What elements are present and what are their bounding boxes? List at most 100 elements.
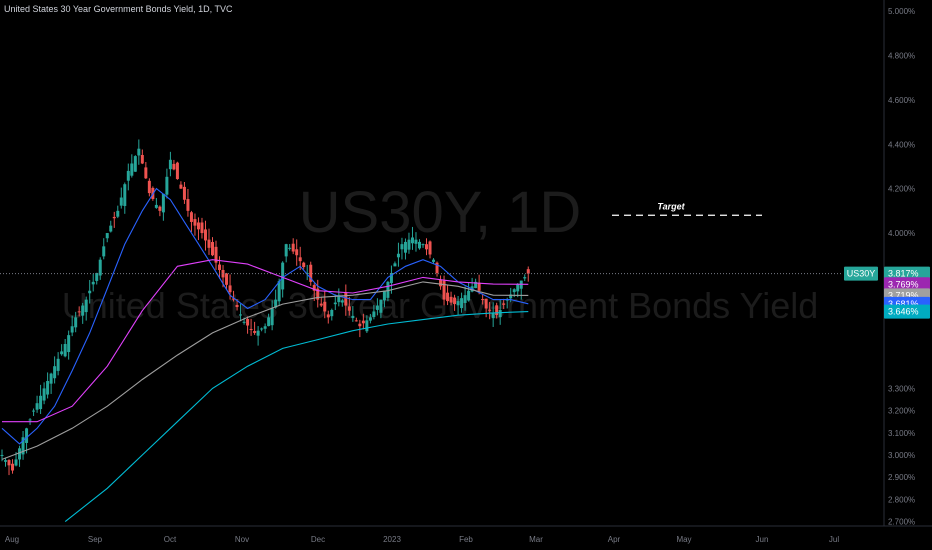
candle-body [481, 299, 485, 301]
price-tag-value: 3.681% [888, 299, 919, 309]
candle-body [137, 148, 141, 156]
candle-body [193, 219, 197, 226]
candle-body [375, 305, 379, 310]
candle-body [417, 241, 421, 249]
candle-body [361, 320, 365, 324]
candle-body [256, 330, 260, 336]
candle-body [428, 241, 432, 255]
candle-body [312, 285, 316, 291]
candle-body [291, 243, 295, 252]
candle-body [242, 321, 246, 323]
candle-body [284, 244, 288, 257]
candle-body [109, 225, 113, 232]
candle-body [432, 259, 436, 262]
time-tick-label: Mar [529, 535, 543, 544]
candle-body [165, 176, 169, 195]
candle-body [467, 290, 471, 301]
price-axis[interactable]: 5.000% 4.800% 4.600% 4.400% 4.200% 4.000% 3.30… [883, 0, 915, 527]
candle-body [63, 344, 67, 357]
time-tick-label: May [676, 535, 691, 544]
candle-body [235, 304, 239, 308]
candle-body [386, 281, 390, 298]
candle-body [42, 388, 46, 401]
time-tick-label: Feb [459, 535, 473, 544]
price-tags-layer: US30Y3.817%22:25:593.769%3.719%3.681%3.6… [844, 266, 930, 319]
candle-body [147, 180, 151, 194]
candle-body [253, 331, 257, 333]
candle-body [442, 280, 446, 300]
candle-body [502, 303, 506, 305]
price-tick-label: 2.700% [888, 518, 915, 527]
candle-body [270, 308, 274, 326]
time-tick-label: 2023 [383, 535, 401, 544]
candle-body [249, 328, 253, 330]
annotations-layer[interactable]: Target [0, 201, 842, 275]
candle-body [161, 193, 165, 213]
time-axis[interactable]: Aug Sep Oct Nov Dec 2023 Feb Mar Apr May Jun Jul [0, 525, 932, 544]
candle-body [340, 300, 344, 303]
candle-body [495, 305, 499, 316]
watermark-name: United States 30 Year Government Bonds Y… [62, 285, 819, 326]
candle-body [425, 244, 429, 250]
target-label: Target [657, 201, 685, 211]
time-tick-label: Jul [829, 535, 839, 544]
candle-body [179, 184, 183, 189]
price-tick-label: 4.800% [888, 51, 915, 60]
candle-body [326, 314, 330, 318]
moving-average-line [1, 187, 529, 445]
symbol-tag-bg [844, 266, 878, 281]
candle-body [298, 257, 302, 262]
candle-body [200, 222, 204, 234]
candle-body [158, 206, 162, 211]
candle-body [239, 314, 243, 316]
candle-body [372, 311, 376, 317]
candle-body [102, 246, 106, 257]
candle-body [263, 326, 267, 329]
price-tick-label: 3.100% [888, 429, 915, 438]
candle-body [414, 239, 418, 244]
candle-body [168, 159, 172, 170]
price-tick-label: 4.600% [888, 96, 915, 105]
candle-body [323, 301, 327, 312]
candle-body [526, 269, 530, 274]
candle-body [435, 262, 439, 273]
candle-body [403, 241, 407, 253]
symbol-watermark: US30Y, 1D United States 30 Year Governme… [62, 180, 819, 326]
candle-body [225, 273, 229, 285]
candle-body [133, 156, 137, 172]
candle-body [189, 212, 193, 222]
candle-body [77, 311, 81, 313]
candle-body [21, 437, 25, 455]
candle-body [319, 303, 323, 306]
candle-body [116, 210, 120, 217]
candle-body [175, 162, 179, 180]
time-tick-label: Sep [88, 535, 103, 544]
candle-body [11, 463, 15, 471]
candle-body [512, 289, 516, 293]
candle-body [309, 264, 313, 282]
candle-body [84, 299, 88, 313]
candles-layer [0, 139, 530, 476]
price-tag-bg [884, 304, 930, 319]
candle-body [154, 204, 158, 208]
candle-body [32, 410, 36, 412]
candle-body [140, 154, 144, 164]
candle-body [211, 241, 214, 256]
price-tag-value: 3.719% [888, 290, 919, 300]
price-tick-label: 5.000% [888, 7, 915, 16]
candle-body [302, 262, 306, 268]
candle-body [474, 281, 478, 289]
candle-body [379, 299, 383, 313]
candle-body [53, 366, 57, 379]
candle-body [28, 419, 32, 421]
candle-body [126, 170, 130, 181]
candle-body [368, 317, 372, 321]
candle-body [144, 167, 148, 179]
moving-averages-layer [1, 187, 529, 523]
candle-body [46, 380, 50, 395]
candle-body [281, 262, 285, 290]
candle-body [267, 317, 271, 327]
candle-body [207, 239, 211, 248]
candle-body [365, 320, 369, 332]
